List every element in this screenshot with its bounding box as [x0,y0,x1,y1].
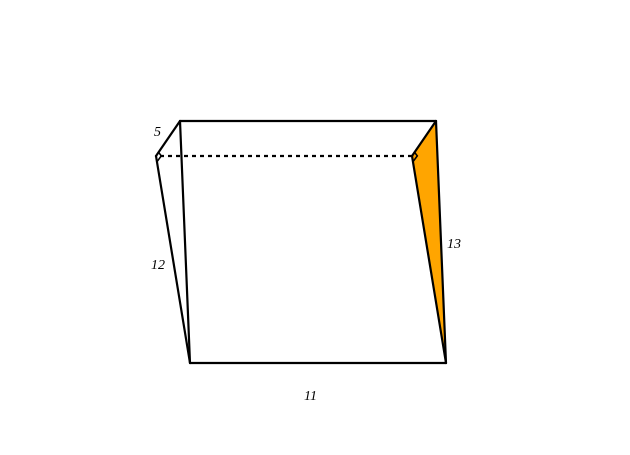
label-depth: 5 [154,125,161,140]
left-right-angle-marker [156,151,163,162]
right-right-angle-marker [412,151,419,162]
label-hypotenuse: 13 [447,237,461,252]
left-slant-edge [154,154,192,365]
right-vertical-edge [434,119,448,365]
right-slant-edge [410,154,448,365]
label-length: 11 [304,389,317,404]
right-top-depth-edge [410,119,438,158]
left-top-depth-edge [154,119,182,158]
label-height: 12 [151,258,165,273]
left-vertical-edge [178,119,192,365]
